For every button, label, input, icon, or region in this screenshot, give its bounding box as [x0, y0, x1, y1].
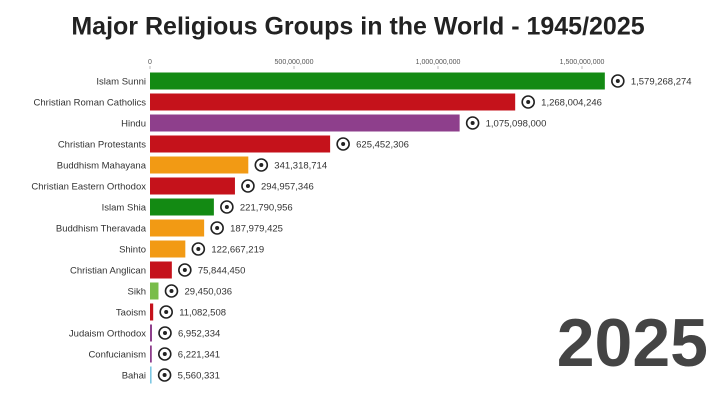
category-label: Confucianism	[88, 350, 146, 361]
value-label: 11,082,508	[179, 308, 226, 319]
category-label: Christian Eastern Orthodox	[31, 182, 146, 193]
religion-icon-dot	[341, 142, 346, 146]
religion-icon	[178, 263, 192, 277]
religion-icon-dot	[163, 331, 168, 335]
religion-icon	[164, 284, 179, 298]
religion-icon	[336, 137, 350, 151]
bar	[150, 219, 205, 237]
religion-icon-dot	[162, 373, 167, 377]
bar	[150, 114, 460, 132]
bar	[150, 240, 186, 258]
category-label: Judaism Orthodox	[69, 329, 146, 340]
religion-icon-dot	[615, 79, 620, 83]
category-label: Taoism	[116, 308, 146, 319]
bar	[150, 324, 153, 342]
bar	[150, 261, 172, 279]
religion-icon-dot	[224, 205, 229, 209]
religion-icon	[191, 242, 206, 256]
value-label: 1,075,098,000	[486, 119, 547, 130]
religion-icon	[254, 158, 269, 172]
value-label: 1,579,268,274	[631, 77, 692, 88]
value-label: 6,952,334	[178, 329, 220, 340]
value-label: 221,790,956	[240, 203, 293, 214]
x-tick-label: 1,500,000,000	[560, 59, 605, 66]
religion-icon	[158, 326, 172, 340]
category-label: Christian Roman Catholics	[34, 98, 147, 109]
value-label: 625,452,306	[356, 140, 409, 151]
category-label: Hindu	[121, 119, 146, 130]
bar	[150, 135, 331, 153]
religion-icon	[611, 74, 625, 88]
x-tick-label: 1,000,000,000	[416, 59, 461, 66]
category-label: Buddhism Mahayana	[57, 161, 147, 172]
category-label: Islam Shia	[102, 203, 147, 214]
religion-icon	[521, 95, 535, 109]
category-label: Bahai	[122, 371, 146, 382]
bar	[150, 93, 516, 111]
religion-icon	[210, 221, 224, 235]
bar	[150, 345, 152, 363]
religion-icon	[159, 305, 173, 319]
value-label: 6,221,341	[178, 350, 220, 361]
value-label: 1,268,004,246	[541, 98, 602, 109]
value-label: 294,957,346	[261, 182, 314, 193]
category-label: Christian Protestants	[58, 140, 146, 151]
religion-icon	[157, 347, 172, 361]
value-label: 29,450,036	[184, 287, 232, 298]
category-label: Christian Anglican	[70, 266, 146, 277]
category-label: Buddhism Theravada	[56, 224, 147, 235]
religion-icon-dot	[245, 184, 250, 188]
religion-icon-dot	[169, 289, 174, 293]
religion-icon	[465, 116, 480, 130]
bar	[150, 72, 605, 90]
religion-icon	[157, 368, 172, 382]
chart-title: Major Religious Groups in the World - 19…	[71, 13, 644, 41]
value-label: 5,560,331	[178, 371, 220, 382]
bar	[150, 282, 159, 300]
value-label: 122,667,219	[211, 245, 264, 256]
religion-icon-dot	[526, 100, 531, 104]
bar	[150, 366, 152, 384]
category-label: Sikh	[128, 287, 146, 298]
category-label: Islam Sunni	[96, 77, 146, 88]
religion-icon-dot	[182, 268, 187, 272]
religion-icon-dot	[259, 163, 264, 167]
value-label: 75,844,450	[198, 266, 246, 277]
bar	[150, 198, 214, 216]
religion-icon-dot	[196, 247, 201, 251]
x-tick-label: 500,000,000	[275, 59, 314, 66]
x-tick-label: 0	[148, 59, 152, 66]
value-label: 341,318,714	[274, 161, 327, 172]
religion-icon-dot	[470, 121, 475, 125]
bar	[150, 156, 249, 174]
value-label: 187,979,425	[230, 224, 283, 235]
religion-icon-dot	[162, 352, 167, 356]
year-label: 2025	[557, 305, 708, 381]
religion-icon	[241, 179, 255, 193]
religion-icon-dot	[164, 310, 169, 314]
bar	[150, 303, 154, 321]
bar	[150, 177, 235, 195]
category-label: Shinto	[119, 245, 146, 256]
religion-icon-dot	[215, 226, 220, 230]
religion-icon	[220, 200, 234, 214]
